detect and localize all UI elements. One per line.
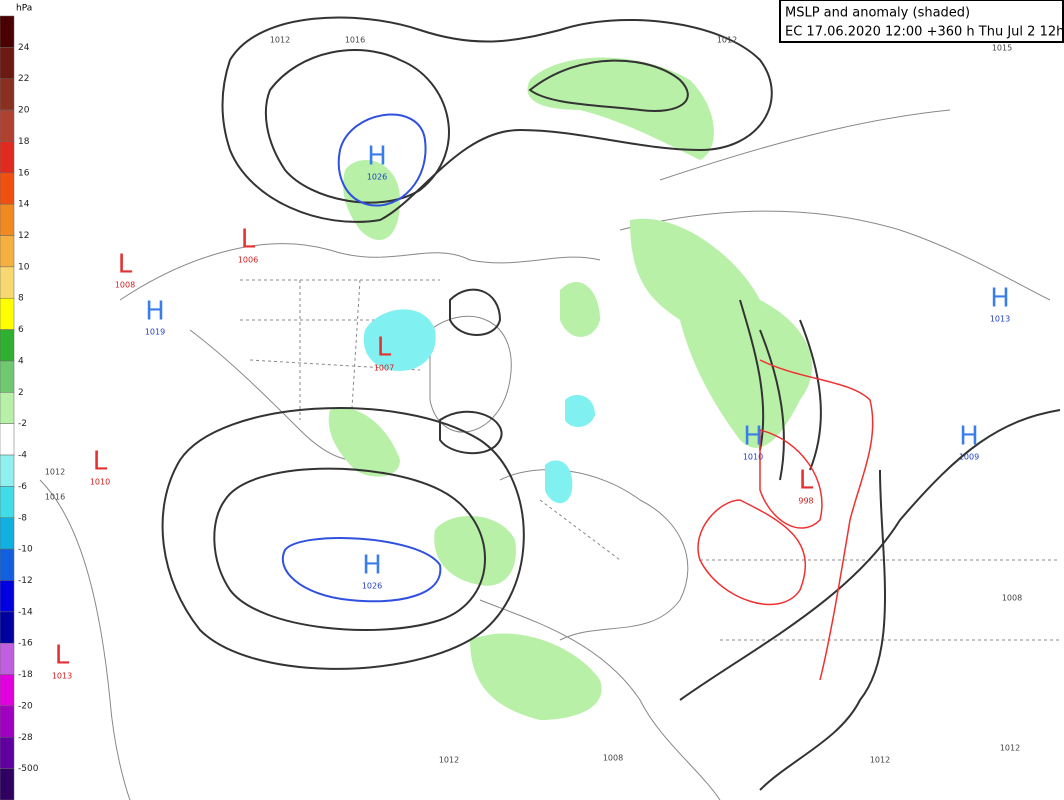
- pressure-center-symbol: H: [367, 142, 387, 172]
- title: MSLP and anomaly (shaded): [785, 6, 970, 21]
- legend-level: -20: [18, 701, 33, 711]
- pressure-center-value: 1013: [990, 315, 1010, 324]
- color-swatch: [0, 423, 15, 456]
- isobar-label: 1016: [345, 36, 365, 45]
- legend-level: -18: [18, 670, 33, 680]
- isobar-label: 1008: [1002, 594, 1022, 603]
- pressure-center-value: 1006: [238, 256, 258, 265]
- color-swatch: [0, 266, 15, 299]
- color-swatch: [0, 360, 15, 393]
- legend-level: -10: [18, 545, 33, 555]
- anomaly-contours: [697, 359, 874, 681]
- pressure-center-value: 1010: [90, 478, 110, 487]
- color-swatch: [0, 78, 15, 111]
- color-swatch: [0, 737, 15, 769]
- color-swatch: [0, 674, 15, 707]
- color-swatch: [0, 15, 15, 48]
- isobars: [161, 16, 1061, 791]
- isobar-label: 1012: [439, 756, 459, 765]
- title-frame: [779, 0, 1064, 43]
- pressure-center-value: 1019: [145, 328, 165, 337]
- color-swatch: [0, 548, 15, 581]
- color-swatch: [0, 109, 15, 142]
- pressure-center-symbol: H: [145, 297, 165, 327]
- pressure-center-value: 1007: [374, 364, 394, 373]
- color-swatch: [0, 329, 15, 362]
- legend-level: -2: [18, 419, 27, 429]
- pressure-center-value: 1010: [743, 453, 763, 462]
- color-swatch: [0, 172, 15, 205]
- pressure-center-symbol: H: [990, 284, 1010, 314]
- pressure-center-symbol: L: [55, 641, 70, 671]
- color-swatch: [0, 611, 15, 644]
- legend-level: -28: [18, 733, 33, 743]
- high-contours: [281, 113, 442, 603]
- legend-level: 8: [18, 294, 24, 304]
- color-swatch: [0, 768, 15, 800]
- legend-level: -16: [18, 639, 33, 649]
- pressure-center-symbol: L: [377, 333, 392, 363]
- legend-level: 20: [18, 106, 30, 116]
- anomaly-shading: [328, 57, 813, 720]
- pressure-center-symbol: H: [959, 422, 979, 452]
- pressure-center-value: 1009: [959, 453, 979, 462]
- color-swatch: [0, 297, 15, 330]
- legend-level: 4: [18, 356, 24, 366]
- pressure-center-value: 1008: [115, 281, 135, 290]
- color-swatch: [0, 235, 15, 268]
- color-swatch: [0, 47, 15, 79]
- title-box: MSLP and anomaly (shaded) EC 17.06.2020 …: [779, 0, 1064, 43]
- legend-level: -12: [18, 576, 33, 586]
- isobar-label: 1016: [45, 493, 65, 502]
- color-swatch: [0, 141, 15, 174]
- pressure-center-symbol: L: [241, 225, 256, 255]
- legend-level: -500: [18, 764, 39, 774]
- colorbar: hPa 24 22 20 18 16 14 12 10 8 6 4 2 -2 -4 -6 -8 -10 -12 -1…: [0, 4, 39, 800]
- pressure-center-symbol: L: [799, 466, 814, 496]
- color-swatch: [0, 392, 15, 424]
- pressure-center-symbol: L: [118, 250, 133, 280]
- subtitle: EC 17.06.2020 12:00 +360 h Thu Jul 2 12h…: [785, 25, 1064, 40]
- pressure-center-symbol: H: [743, 422, 763, 452]
- legend-level: 18: [18, 137, 30, 147]
- legend-level: -4: [18, 451, 27, 461]
- isobar-label: 1012: [45, 468, 65, 477]
- color-swatch: [0, 203, 15, 236]
- color-swatch: [0, 517, 15, 550]
- isobar-label: 1008: [603, 754, 623, 763]
- pressure-center-value: 998: [798, 497, 813, 506]
- legend-level: -8: [18, 513, 27, 523]
- legend-unit: hPa: [16, 4, 32, 14]
- legend-level: 24: [18, 43, 30, 53]
- coastlines: [39, 109, 1060, 800]
- isobar-label: 1015: [992, 44, 1012, 53]
- legend-level: 14: [18, 200, 30, 210]
- color-swatch: [0, 454, 15, 487]
- legend-level: 12: [18, 231, 29, 241]
- pressure-center-symbol: H: [362, 551, 382, 581]
- color-swatch: [0, 486, 15, 519]
- isobar-label: 1012: [1000, 744, 1020, 753]
- isobar-label: 1012: [870, 756, 890, 765]
- legend-level: -6: [18, 482, 27, 492]
- color-swatch: [0, 580, 15, 613]
- color-swatch: [0, 705, 15, 738]
- legend-level: -14: [18, 607, 33, 617]
- legend-level: 16: [18, 168, 30, 178]
- pressure-center-symbol: L: [93, 447, 108, 477]
- pressure-center-value: 1013: [52, 672, 72, 681]
- legend-level: 6: [18, 325, 24, 335]
- legend-level: 22: [18, 74, 29, 84]
- color-swatch: [0, 642, 15, 675]
- legend-level: 2: [18, 388, 24, 398]
- isobar-label: 1012: [270, 36, 290, 45]
- pressure-center-value: 1026: [362, 582, 382, 591]
- pressure-center-value: 1026: [367, 173, 387, 182]
- legend-level: 10: [18, 262, 30, 272]
- isobar-label: 1012: [717, 36, 737, 45]
